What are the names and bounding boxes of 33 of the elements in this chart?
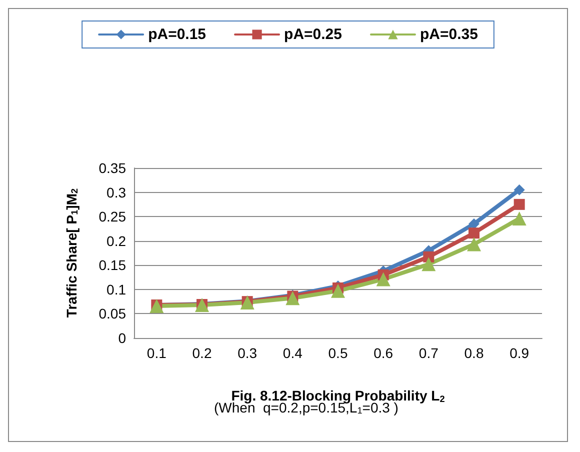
point (468, 228, 480, 239)
y-tick-label: 0.1 (106, 281, 126, 298)
legend-label: pA=0.15 (148, 26, 206, 43)
x-tick-label: 0.8 (464, 345, 484, 361)
y-tick-label: 0.15 (98, 257, 126, 274)
point (376, 272, 390, 286)
x-tick-label: 0.6 (374, 345, 394, 361)
x-tick-label: 0.1 (146, 345, 167, 361)
x-tick-label: 0.2 (192, 345, 212, 361)
legend-label: pA=0.35 (420, 26, 478, 43)
point (240, 296, 254, 310)
x-tick-label: 0.9 (510, 345, 530, 361)
point (150, 298, 164, 313)
x-tick-label: 0.4 (282, 345, 303, 361)
y-tick-label: 0.3 (106, 184, 126, 200)
y-tick-label: 0.25 (98, 208, 126, 225)
point (331, 284, 345, 298)
y-axis-title: Traffic Share[ P1]M2 (63, 188, 80, 318)
x-tick-label: 0.3 (238, 345, 258, 361)
legend-label: pA=0.25 (284, 26, 342, 43)
y-tick-label: 0.2 (106, 232, 126, 249)
y-tick-label: 0.35 (98, 160, 126, 176)
point (467, 237, 481, 252)
point (468, 218, 480, 230)
point (422, 257, 436, 272)
point (514, 184, 525, 196)
x-tick-label: 0.5 (328, 345, 348, 361)
point (286, 291, 300, 306)
point (514, 198, 525, 210)
x-tick-label: 0.7 (418, 345, 439, 361)
y-tick-label: 0.05 (98, 306, 126, 322)
y-tick-label: 0 (118, 330, 126, 346)
point (512, 212, 526, 226)
